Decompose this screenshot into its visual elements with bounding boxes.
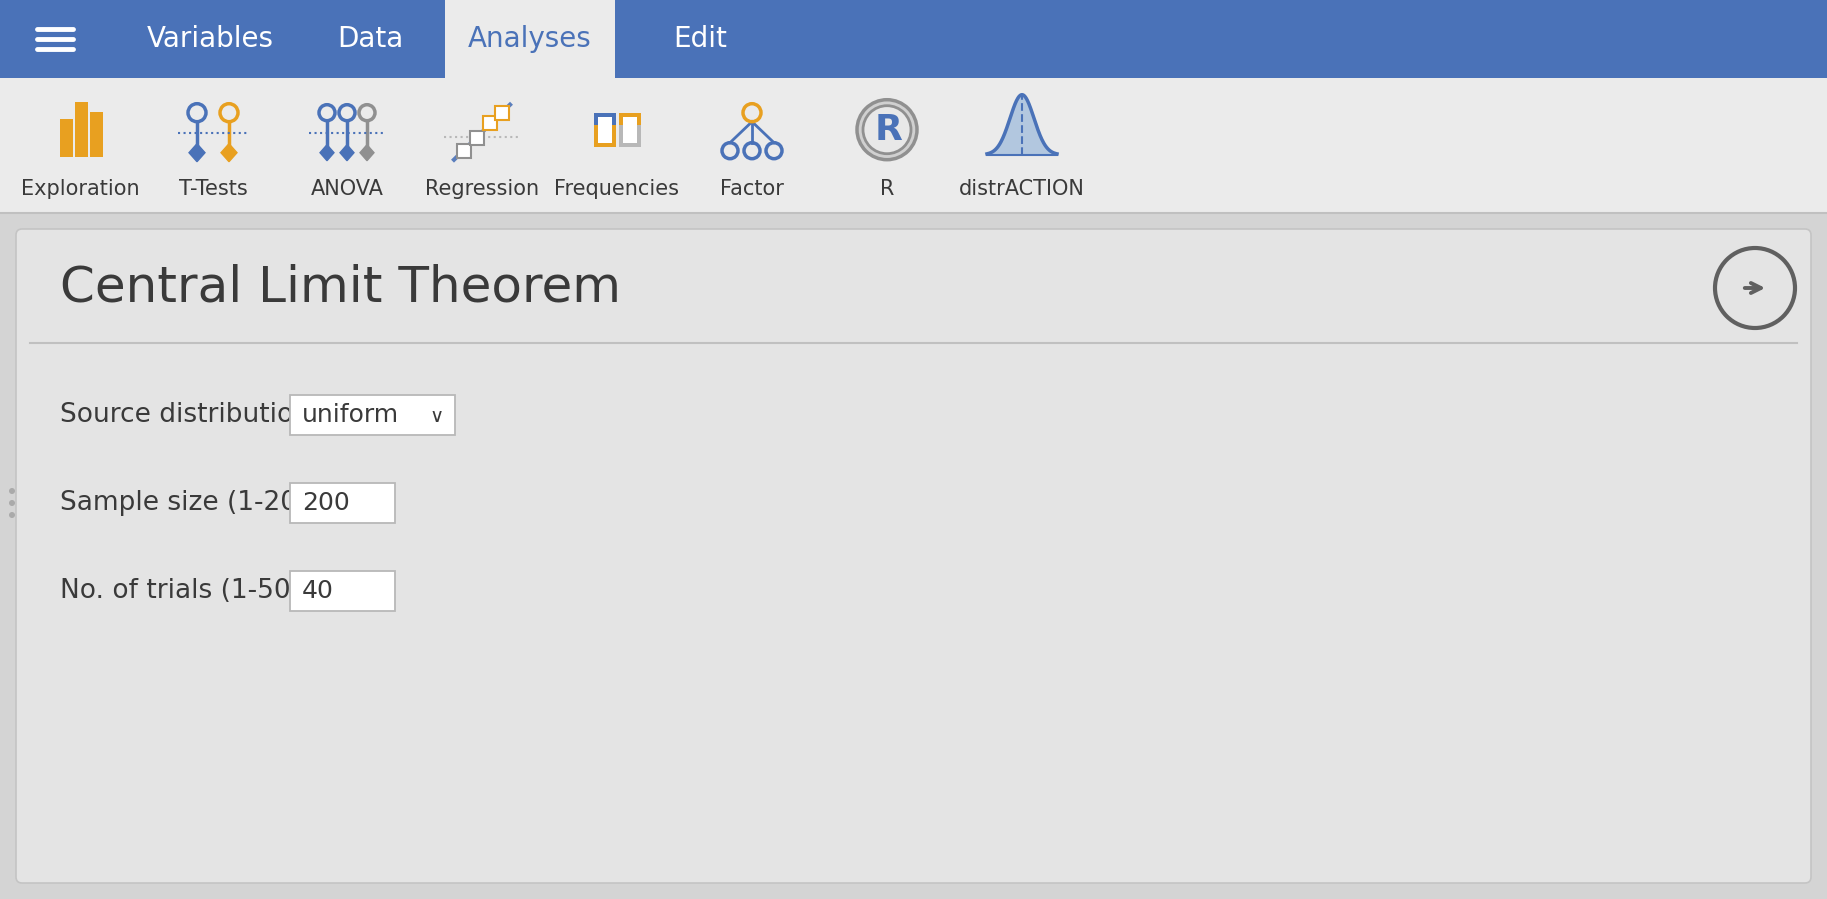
FancyBboxPatch shape — [446, 0, 616, 98]
FancyBboxPatch shape — [594, 125, 616, 147]
FancyBboxPatch shape — [594, 112, 616, 135]
Text: 40: 40 — [301, 579, 334, 603]
Polygon shape — [360, 145, 375, 161]
FancyBboxPatch shape — [0, 78, 1827, 213]
Text: Source distribution: Source distribution — [60, 402, 311, 428]
FancyBboxPatch shape — [597, 117, 612, 130]
FancyBboxPatch shape — [290, 571, 395, 611]
Text: Variables: Variables — [146, 25, 274, 53]
Text: R: R — [881, 179, 893, 199]
Text: Analyses: Analyses — [468, 25, 592, 53]
Polygon shape — [188, 144, 205, 162]
FancyBboxPatch shape — [16, 229, 1811, 883]
Text: Regression: Regression — [426, 179, 539, 199]
Circle shape — [9, 488, 15, 494]
Text: R: R — [875, 112, 903, 147]
FancyBboxPatch shape — [470, 130, 484, 145]
Text: Frequencies: Frequencies — [555, 179, 680, 199]
Polygon shape — [320, 145, 334, 161]
Text: Exploration: Exploration — [20, 179, 139, 199]
Text: ANOVA: ANOVA — [311, 179, 384, 199]
Text: uniform: uniform — [301, 403, 398, 427]
FancyBboxPatch shape — [0, 0, 1827, 78]
Text: distrACTION: distrACTION — [959, 179, 1085, 199]
FancyBboxPatch shape — [482, 116, 497, 129]
FancyBboxPatch shape — [623, 129, 636, 143]
Text: Sample size (1-200): Sample size (1-200) — [60, 490, 323, 516]
Circle shape — [857, 100, 917, 160]
Text: Central Limit Theorem: Central Limit Theorem — [60, 264, 621, 312]
FancyBboxPatch shape — [90, 111, 102, 156]
FancyBboxPatch shape — [290, 395, 455, 435]
FancyBboxPatch shape — [290, 483, 395, 523]
FancyBboxPatch shape — [597, 129, 612, 143]
Text: 200: 200 — [301, 491, 349, 515]
FancyBboxPatch shape — [457, 144, 471, 157]
Text: Factor: Factor — [720, 179, 784, 199]
Text: Data: Data — [336, 25, 404, 53]
Text: No. of trials (1-5000): No. of trials (1-5000) — [60, 578, 334, 604]
Circle shape — [9, 512, 15, 518]
FancyBboxPatch shape — [619, 112, 641, 135]
FancyBboxPatch shape — [75, 102, 88, 156]
Polygon shape — [340, 145, 354, 161]
FancyBboxPatch shape — [495, 106, 510, 120]
Text: Edit: Edit — [672, 25, 727, 53]
Text: T-Tests: T-Tests — [179, 179, 247, 199]
FancyBboxPatch shape — [623, 117, 636, 130]
Polygon shape — [221, 144, 238, 162]
Text: ∨: ∨ — [429, 407, 444, 426]
Circle shape — [9, 500, 15, 506]
FancyBboxPatch shape — [619, 125, 641, 147]
FancyBboxPatch shape — [60, 119, 73, 156]
Circle shape — [862, 106, 912, 154]
